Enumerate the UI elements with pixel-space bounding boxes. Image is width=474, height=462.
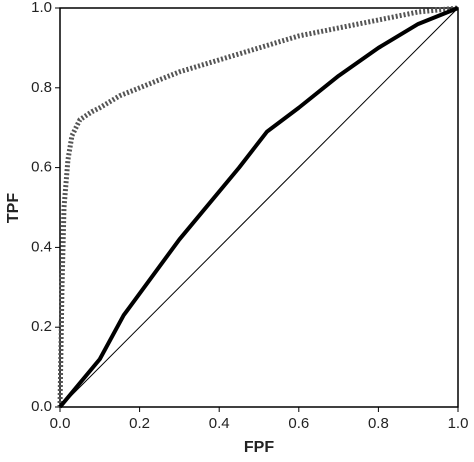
x-tick-label: 0.4 bbox=[209, 415, 230, 432]
y-tick-label: 0.4 bbox=[31, 238, 52, 255]
y-tick-label: 0.0 bbox=[31, 398, 52, 415]
x-tick-label: 0.6 bbox=[288, 415, 309, 432]
plot-frame bbox=[59, 7, 459, 408]
y-tick-label: 0.2 bbox=[31, 318, 52, 335]
roc-line bbox=[58, 6, 459, 409]
y-tick-label: 0.6 bbox=[31, 159, 52, 176]
y-tick-label: 0.8 bbox=[31, 79, 52, 96]
x-tick-label: 1.0 bbox=[448, 415, 469, 432]
x-axis-title: FPF bbox=[244, 439, 274, 456]
roc-line bbox=[57, 5, 459, 408]
x-tick-label: 0.2 bbox=[129, 415, 150, 432]
y-axis-title: TPF bbox=[5, 193, 22, 223]
roc-line bbox=[59, 7, 459, 408]
x-tick-label: 0.8 bbox=[368, 415, 389, 432]
y-tick-label: 1.0 bbox=[31, 0, 52, 16]
x-tick-label: 0.0 bbox=[50, 415, 71, 432]
